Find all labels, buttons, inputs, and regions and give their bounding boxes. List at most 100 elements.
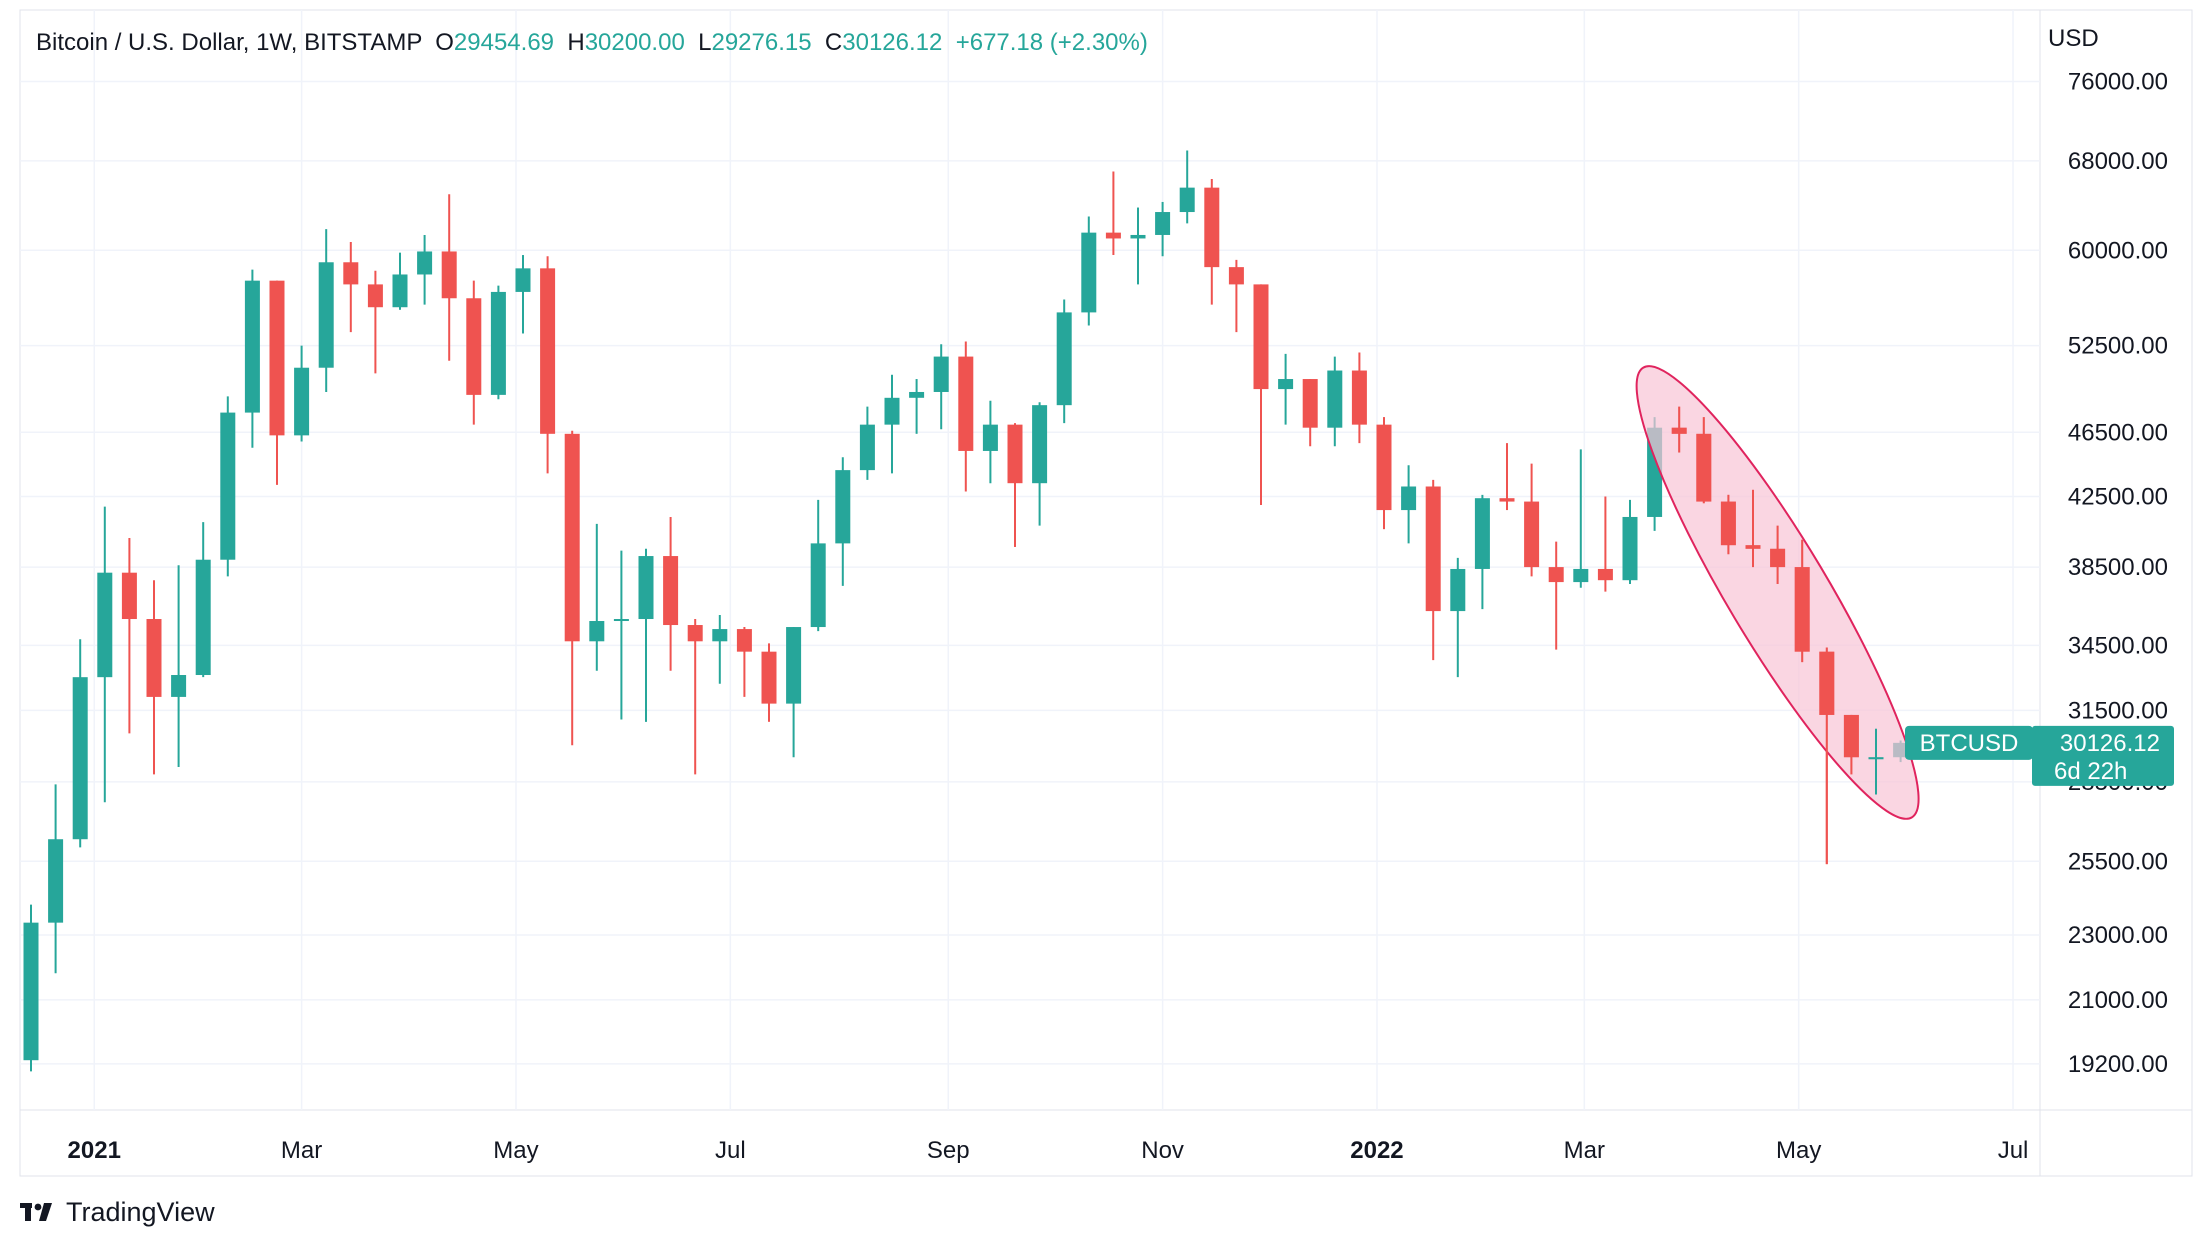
- header-legend-part: Bitcoin / U.S. Dollar, 1W, BITSTAMP: [36, 29, 435, 56]
- candle-up: [1474, 498, 1490, 569]
- candle-up: [490, 291, 506, 395]
- header-legend-part: L: [698, 29, 711, 56]
- symbol-badge-text: BTCUSD: [1920, 730, 2019, 757]
- y-tick-label: 38500.00: [2068, 554, 2168, 581]
- candle-up: [810, 543, 826, 628]
- y-tick-label: 76000.00: [2068, 68, 2168, 95]
- candle-up: [909, 391, 925, 398]
- candle-down: [1253, 284, 1269, 390]
- y-tick-label: 31500.00: [2068, 697, 2168, 724]
- candle-down: [958, 356, 974, 451]
- currency-label: USD: [2048, 25, 2099, 52]
- header-legend-part: H: [567, 29, 584, 56]
- candle-down: [736, 629, 752, 652]
- candle-up: [72, 677, 88, 840]
- candle-down: [1671, 427, 1687, 434]
- candle-up: [1081, 232, 1097, 313]
- price-badge-value: 30126.12: [2060, 730, 2160, 757]
- candle-up: [220, 412, 236, 560]
- candle-up: [1130, 234, 1146, 239]
- candle-up: [1622, 516, 1638, 581]
- y-tick-label: 34500.00: [2068, 632, 2168, 659]
- candle-up: [318, 262, 334, 368]
- candle-up: [786, 627, 802, 704]
- candle-down: [1204, 187, 1220, 268]
- x-tick-label: 2021: [68, 1137, 121, 1164]
- candle-up: [982, 424, 998, 451]
- y-tick-label: 19200.00: [2068, 1051, 2168, 1078]
- candle-down: [1794, 567, 1810, 652]
- chart-frame: [19, 9, 2193, 1177]
- candle-down: [1720, 501, 1736, 546]
- candle-up: [712, 629, 728, 642]
- candle-up: [1056, 312, 1072, 406]
- candle-down: [663, 556, 679, 626]
- header-legend-part: O: [435, 29, 454, 56]
- header-legend-part: 30126.12: [842, 29, 955, 56]
- candle-down: [343, 262, 359, 285]
- candle-up: [97, 572, 113, 678]
- candle-up: [294, 367, 310, 436]
- candle-down: [1425, 486, 1441, 612]
- candle-down: [146, 619, 162, 697]
- candle-up: [933, 356, 949, 392]
- candle-down: [1597, 568, 1613, 581]
- candle-up: [244, 280, 260, 413]
- candle-up: [1573, 568, 1589, 583]
- candle-up: [1179, 187, 1195, 213]
- highlight-ellipse[interactable]: [1600, 342, 1954, 843]
- x-tick-label: 2022: [1350, 1137, 1403, 1164]
- tradingview-branding[interactable]: TradingView: [20, 1196, 215, 1228]
- y-tick-label: 25500.00: [2068, 848, 2168, 875]
- candle-down: [687, 625, 703, 642]
- candle-up: [1032, 405, 1048, 484]
- y-tick-label: 21000.00: [2068, 987, 2168, 1014]
- x-tick-label: Mar: [281, 1137, 322, 1164]
- price-badge[interactable]: [2032, 725, 2174, 786]
- candle-down: [1770, 548, 1786, 568]
- candle-up: [417, 251, 433, 275]
- candle-down: [367, 284, 383, 308]
- candle-up: [1327, 370, 1343, 428]
- tradingview-logo-icon: [20, 1203, 52, 1221]
- candle-down: [540, 268, 556, 434]
- x-tick-label: Sep: [927, 1137, 970, 1164]
- candle-down: [1745, 545, 1761, 549]
- candle-up: [515, 268, 531, 292]
- candle-up: [1401, 486, 1417, 511]
- candle-down: [761, 651, 777, 704]
- candle-up: [835, 470, 851, 544]
- y-tick-label: 68000.00: [2068, 148, 2168, 175]
- candle-up: [1155, 212, 1171, 235]
- candle-up: [589, 621, 605, 642]
- candle-up: [638, 556, 654, 620]
- candle-down: [121, 572, 137, 620]
- header-legend-part: 30200.00: [585, 29, 698, 56]
- header-legend-part: +677.18 (+2.30%): [956, 29, 1148, 56]
- candle-down: [1843, 714, 1859, 758]
- symbol-badge[interactable]: [1905, 725, 2033, 760]
- candle-down: [564, 433, 580, 642]
- x-tick-label: May: [1776, 1137, 1821, 1164]
- x-tick-label: Jul: [715, 1137, 746, 1164]
- x-tick-label: Mar: [1564, 1137, 1605, 1164]
- candle-up: [1868, 757, 1884, 760]
- candle-up: [195, 559, 211, 676]
- tradingview-name: TradingView: [66, 1196, 215, 1227]
- header-legend-part: 29276.15: [711, 29, 824, 56]
- candle-up: [171, 675, 187, 697]
- header-legend-part: 29454.69: [454, 29, 567, 56]
- candle-down: [1228, 267, 1244, 285]
- candle-down: [1376, 424, 1392, 511]
- candle-up: [613, 619, 629, 622]
- candle-up: [1450, 568, 1466, 612]
- candle-down: [1548, 567, 1564, 583]
- candle-up: [1278, 379, 1294, 390]
- candle-down: [441, 251, 457, 299]
- candle-up: [23, 922, 39, 1061]
- y-tick-label: 46500.00: [2068, 419, 2168, 446]
- x-tick-label: May: [493, 1137, 538, 1164]
- candle-down: [1499, 498, 1515, 502]
